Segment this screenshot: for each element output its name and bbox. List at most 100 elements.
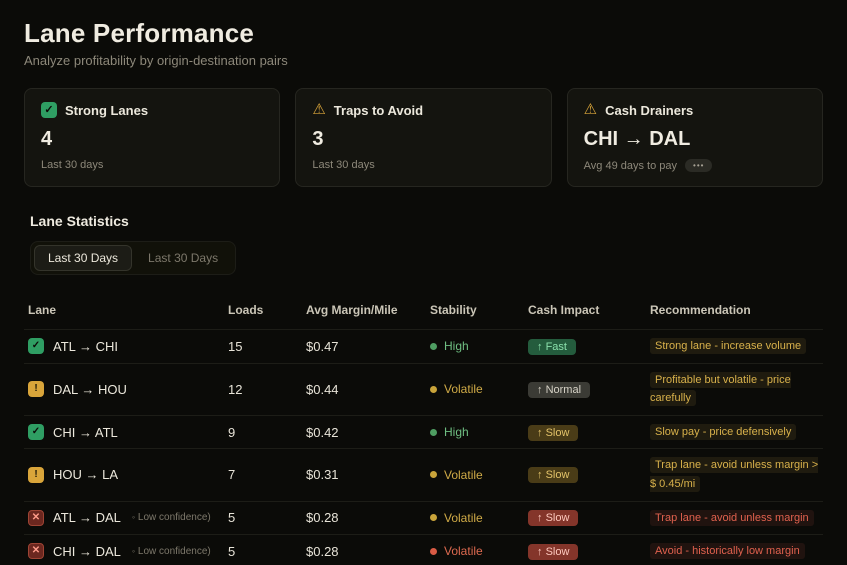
stability-cell: Volatile xyxy=(430,382,520,396)
card-caption: Last 30 days xyxy=(312,159,534,171)
margin-cell: $0.28 xyxy=(302,535,426,565)
card-header: ⚠ Cash Drainers xyxy=(584,102,806,118)
lane-name: CHI → DAL xyxy=(53,544,121,559)
card-title: Traps to Avoid xyxy=(334,103,423,118)
margin-cell: $0.28 xyxy=(302,501,426,535)
warning-icon: ⚠ xyxy=(312,102,325,118)
table-header-row: LaneLoadsAvg Margin/MileStabilityCash Im… xyxy=(24,295,823,330)
arrow-up-icon: ↑ xyxy=(537,546,543,558)
loads-cell: 7 xyxy=(224,449,302,501)
avoid-icon: ✕ xyxy=(28,510,44,526)
card-caption: Avg 49 days to pay ••• xyxy=(584,159,806,172)
column-header: Avg Margin/Mile xyxy=(302,295,426,330)
stability-label: Volatile xyxy=(444,511,483,525)
lane-performance-page: Lane Performance Analyze profitability b… xyxy=(0,0,847,565)
margin-cell: $0.42 xyxy=(302,415,426,449)
column-header: Stability xyxy=(426,295,524,330)
summary-card: ⚠ Cash Drainers CHI → DAL Avg 49 days to… xyxy=(567,88,823,187)
stability-cell: Volatile xyxy=(430,511,520,525)
lane-name: ATL → CHI xyxy=(53,339,118,354)
lane-note: ◦ Low confidence) xyxy=(132,512,211,523)
card-caption-text: Last 30 days xyxy=(312,159,374,171)
column-header: Lane xyxy=(24,295,224,330)
check-icon: ✓ xyxy=(28,424,44,440)
stability-cell: High xyxy=(430,425,520,439)
loads-cell: 5 xyxy=(224,535,302,565)
warning-icon: ! xyxy=(28,467,44,483)
date-range-toggle-group: Last 30 DaysLast 30 Days xyxy=(30,241,236,275)
loads-cell: 9 xyxy=(224,415,302,449)
cash-impact-badge: ↑ Normal xyxy=(528,382,590,398)
date-range-toggle[interactable]: Last 30 Days xyxy=(34,245,132,271)
stability-cell: High xyxy=(430,339,520,353)
summary-card: ⚠ Traps to Avoid 3 Last 30 days xyxy=(295,88,551,187)
card-caption-text: Last 30 days xyxy=(41,159,103,171)
column-header: Recommendation xyxy=(646,295,823,330)
summary-cards: ✓ Strong Lanes 4 Last 30 days ⚠ Traps to… xyxy=(24,88,823,187)
card-caption-text: Avg 49 days to pay xyxy=(584,160,677,172)
arrow-up-icon: ↑ xyxy=(537,469,543,481)
stability-dot-icon xyxy=(430,548,437,555)
info-dot-icon: ◦ xyxy=(132,546,135,556)
card-title: Cash Drainers xyxy=(605,103,693,118)
stability-dot-icon xyxy=(430,514,437,521)
cash-impact-badge: ↑ Slow xyxy=(528,544,578,560)
info-dot-icon: ◦ xyxy=(132,512,135,522)
margin-cell: $0.31 xyxy=(302,449,426,501)
more-dots-pill[interactable]: ••• xyxy=(685,159,712,172)
stability-dot-icon xyxy=(430,471,437,478)
stability-label: Volatile xyxy=(444,468,483,482)
lane-name: DAL → HOU xyxy=(53,382,127,397)
card-header: ⚠ Traps to Avoid xyxy=(312,102,534,118)
lane-cell: ✕ CHI → DAL ◦ Low confidence) xyxy=(28,543,220,559)
cash-impact-badge: ↑ Slow xyxy=(528,425,578,441)
stability-cell: Volatile xyxy=(430,544,520,558)
recommendation-text: Slow pay - price defensively xyxy=(650,424,796,440)
section-title: Lane Statistics xyxy=(30,213,823,229)
stability-label: Volatile xyxy=(444,544,483,558)
loads-cell: 15 xyxy=(224,330,302,364)
card-value: CHI → DAL xyxy=(584,128,806,151)
cash-impact-label: Normal xyxy=(546,384,581,396)
stability-cell: Volatile xyxy=(430,468,520,482)
table-row: ! HOU → LA 7 $0.31 Volatile ↑ Slow Trap … xyxy=(24,449,823,501)
recommendation-text: Avoid - historically low margin xyxy=(650,543,805,559)
cash-impact-badge: ↑ Slow xyxy=(528,467,578,483)
cash-impact-label: Slow xyxy=(546,427,570,439)
recommendation-text: Strong lane - increase volume xyxy=(650,338,806,354)
cash-impact-label: Slow xyxy=(546,512,570,524)
loads-cell: 5 xyxy=(224,501,302,535)
lane-cell: ✓ ATL → CHI xyxy=(28,338,220,354)
date-range-toggle[interactable]: Last 30 Days xyxy=(134,245,232,271)
cash-impact-label: Fast xyxy=(546,341,567,353)
stability-dot-icon xyxy=(430,343,437,350)
card-value: 3 xyxy=(312,128,534,151)
stability-dot-icon xyxy=(430,429,437,436)
arrow-up-icon: ↑ xyxy=(537,341,543,353)
card-title: Strong Lanes xyxy=(65,103,148,118)
page-title: Lane Performance xyxy=(24,18,823,49)
card-caption: Last 30 days xyxy=(41,159,263,171)
lane-cell: ! HOU → LA xyxy=(28,467,220,483)
arrow-up-icon: ↑ xyxy=(537,512,543,524)
stability-label: High xyxy=(444,339,469,353)
avoid-icon: ✕ xyxy=(28,543,44,559)
margin-cell: $0.47 xyxy=(302,330,426,364)
lane-name: CHI → ATL xyxy=(53,425,118,440)
cash-impact-badge: ↑ Slow xyxy=(528,510,578,526)
stability-label: Volatile xyxy=(444,382,483,396)
lane-name: ATL → DAL xyxy=(53,510,121,525)
lane-cell: ✓ CHI → ATL xyxy=(28,424,220,440)
warning-icon: ⚠ xyxy=(584,102,597,118)
table-row: ✓ CHI → ATL 9 $0.42 High ↑ Slow Slow pay… xyxy=(24,415,823,449)
cash-impact-badge: ↑ Fast xyxy=(528,339,576,355)
arrow-up-icon: ↑ xyxy=(537,427,543,439)
stability-label: High xyxy=(444,425,469,439)
cash-impact-label: Slow xyxy=(546,546,570,558)
summary-card: ✓ Strong Lanes 4 Last 30 days xyxy=(24,88,280,187)
card-header: ✓ Strong Lanes xyxy=(41,102,263,118)
arrow-up-icon: ↑ xyxy=(537,384,543,396)
warning-icon: ! xyxy=(28,381,44,397)
table-row: ✕ ATL → DAL ◦ Low confidence) 5 $0.28 Vo… xyxy=(24,501,823,535)
margin-cell: $0.44 xyxy=(302,363,426,415)
